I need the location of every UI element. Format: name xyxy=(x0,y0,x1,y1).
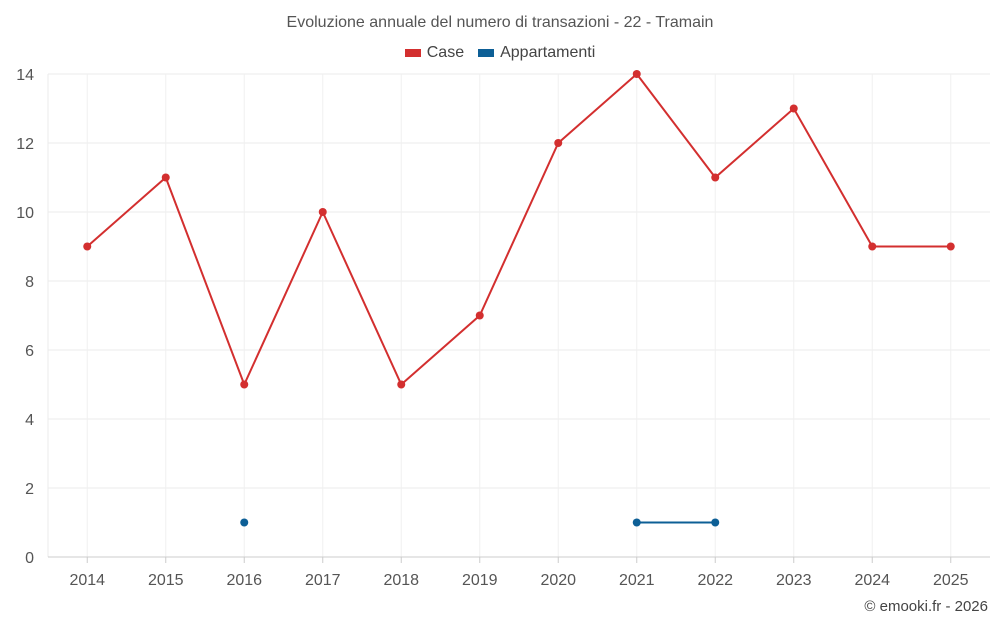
data-point-appartamenti[interactable] xyxy=(632,518,641,527)
data-point-case[interactable] xyxy=(83,242,92,251)
y-tick-label: 14 xyxy=(16,67,34,84)
series-layer xyxy=(83,70,955,527)
x-tick-label: 2024 xyxy=(854,572,890,589)
legend-label-appartamenti: Appartamenti xyxy=(500,44,596,61)
x-tick-label: 2023 xyxy=(776,572,812,589)
legend-swatch-case xyxy=(404,49,421,57)
data-point-case[interactable] xyxy=(789,104,798,113)
x-tick-label: 2018 xyxy=(383,572,419,589)
data-point-appartamenti[interactable] xyxy=(711,518,720,527)
x-tick-label: 2017 xyxy=(305,572,341,589)
legend-item-case[interactable]: Case xyxy=(404,44,465,62)
series-line-case xyxy=(86,72,951,388)
y-tick-label: 8 xyxy=(25,274,34,291)
data-point-case[interactable] xyxy=(475,311,484,320)
data-point-case[interactable] xyxy=(632,70,641,78)
y-tick-label: 0 xyxy=(25,550,34,567)
y-tick-label: 10 xyxy=(16,205,34,222)
credit-text: © emooki.fr - 2026 xyxy=(864,598,988,615)
data-point-case[interactable] xyxy=(946,242,955,251)
grid-layer xyxy=(48,73,990,557)
data-point-case[interactable] xyxy=(161,173,170,182)
legend-item-appartamenti[interactable]: Appartamenti xyxy=(478,44,595,62)
data-point-case[interactable] xyxy=(397,380,406,389)
x-tick-label: 2019 xyxy=(462,572,498,589)
x-tick-label: 2020 xyxy=(540,572,576,589)
x-tick-label: 2015 xyxy=(148,572,184,589)
y-tick-label: 12 xyxy=(16,136,34,153)
x-tick-label: 2014 xyxy=(69,572,105,589)
data-point-appartamenti[interactable] xyxy=(240,518,249,527)
y-tick-label: 4 xyxy=(25,412,34,429)
axis-layer: 0 2 4 6 8 10 12 14 2014 2015 2016 2017 2018 2019 2020 2… xyxy=(16,67,990,589)
y-tick-label: 2 xyxy=(25,481,34,498)
y-tick-label: 6 xyxy=(25,343,34,360)
chart-legend: Case Appartamenti xyxy=(0,44,1000,62)
legend-swatch-appartamenti xyxy=(478,49,495,57)
x-tick-label: 2016 xyxy=(226,572,262,589)
data-point-case[interactable] xyxy=(711,173,720,182)
data-point-case[interactable] xyxy=(554,139,563,147)
data-point-case[interactable] xyxy=(240,380,249,389)
x-tick-label: 2025 xyxy=(933,572,969,589)
legend-label-case: Case xyxy=(426,44,465,61)
x-tick-label: 2022 xyxy=(697,572,733,589)
chart-title: Evoluzione annuale del numero di transaz… xyxy=(286,14,714,31)
data-point-case[interactable] xyxy=(868,242,877,251)
x-tick-label: 2021 xyxy=(619,572,655,589)
data-point-case[interactable] xyxy=(318,208,327,216)
